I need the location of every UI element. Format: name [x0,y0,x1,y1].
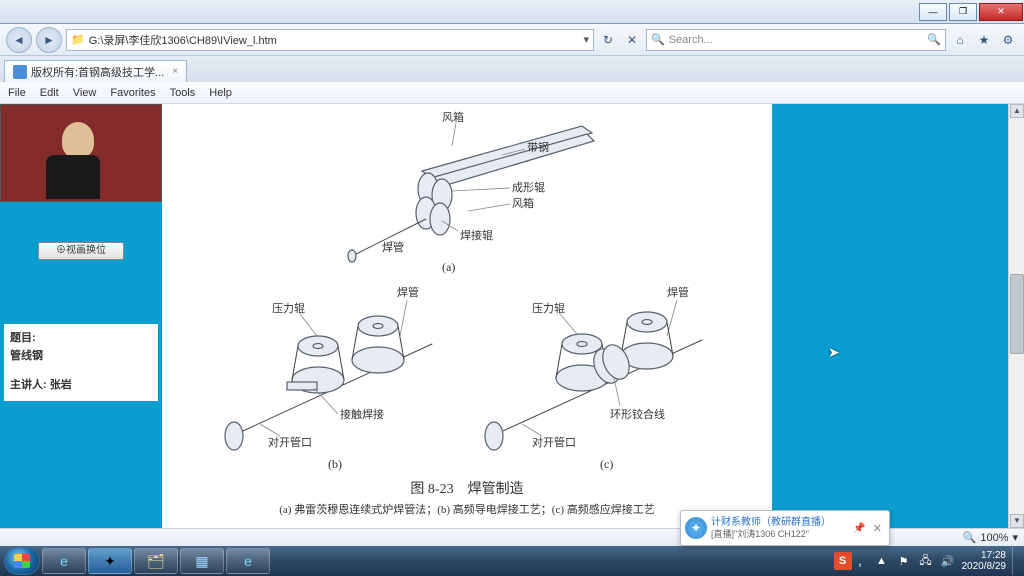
svg-text:图 8-23 焊管制造: 图 8-23 焊管制造 [410,481,523,497]
action-center-icon[interactable]: ⚑ [896,553,912,569]
sidebar: ⊕视画换位 题目: 管线钢 主讲人: 张岩 [0,104,162,528]
menu-bar: File Edit View Favorites Tools Help [0,82,1024,104]
menu-favorites[interactable]: Favorites [110,87,155,99]
scroll-thumb[interactable] [1010,274,1024,354]
document-right-panel [772,104,1008,528]
menu-file[interactable]: File [8,87,26,99]
taskbar-app-2[interactable]: ▦ [180,548,224,574]
notification-pin-icon[interactable]: 📌 [853,523,865,534]
tab-close-button[interactable]: × [172,66,178,77]
svg-text:带钢: 带钢 [527,141,549,154]
svg-text:(a): (a) [442,260,455,274]
taskbar-app-1[interactable]: ✦ [88,548,132,574]
notification-app-icon: ✦ [685,517,707,539]
svg-text:压力辊: 压力辊 [272,301,305,315]
address-input[interactable]: 📁 G:\录屏\李佳欣1306\CH89\IView_l.htm ▾ [66,29,594,51]
home-button[interactable]: ⌂ [950,30,970,50]
volume-icon[interactable]: 🔊 [940,553,956,569]
folder-icon: 📁 [71,33,85,46]
menu-view[interactable]: View [73,87,97,99]
course-info: 题目: 管线钢 主讲人: 张岩 [4,324,158,401]
address-text: G:\录屏\李佳欣1306\CH89\IView_l.htm [89,32,277,48]
minimize-button[interactable]: — [919,3,947,21]
topic-label: 题目: [10,332,36,344]
zoom-icon[interactable]: 🔍 [963,531,977,544]
taskbar: e ✦ 🗂 ▦ e S ， ▲ ⚑ 🖧 🔊 17:28 2020/8/29 [0,546,1024,576]
start-button[interactable] [4,547,40,575]
ie-icon [13,65,27,79]
svg-text:风箱: 风箱 [442,110,464,124]
zoom-level[interactable]: 100% [980,532,1008,544]
menu-edit[interactable]: Edit [40,87,59,99]
speaker-label: 主讲人: [10,379,47,391]
menu-tools[interactable]: Tools [170,87,196,99]
zoom-dropdown-icon[interactable]: ▾ [1012,531,1018,544]
taskbar-explorer[interactable]: 🗂 [134,548,178,574]
tools-button[interactable]: ⚙ [998,30,1018,50]
menu-help[interactable]: Help [209,87,232,99]
network-icon[interactable]: 🖧 [918,553,934,569]
ime-indicator[interactable]: S [834,552,852,570]
svg-text:(c): (c) [600,457,613,471]
search-input[interactable]: 🔍 Search... 🔍 [646,29,946,51]
dropdown-icon[interactable]: ▾ [583,33,589,46]
content-area: ⊕视画换位 题目: 管线钢 主讲人: 张岩 风箱 带钢 [0,104,1024,528]
svg-text:焊接辊: 焊接辊 [460,228,493,242]
figure-diagram: 风箱 带钢 成形辊 风箱 焊接辊 [172,108,762,524]
lecturer-video[interactable] [0,104,162,202]
svg-text:焊管: 焊管 [667,285,689,299]
search-icon: 🔍 [651,33,665,46]
tab-title: 版权所有:首钢高级技工学... [31,64,164,80]
svg-text:(b): (b) [328,457,342,471]
notification-title: 计财系教师（教研群直播） [711,517,849,529]
back-button[interactable]: ◄ [6,27,32,53]
speaker-value: 张岩 [50,379,72,391]
tab-strip: 版权所有:首钢高级技工学... × [0,56,1024,82]
taskbar-clock[interactable]: 17:28 2020/8/29 [962,550,1007,572]
taskbar-ie[interactable]: e [42,548,86,574]
search-go-icon[interactable]: 🔍 [927,33,941,46]
svg-text:对开管口: 对开管口 [268,435,312,449]
tab-active[interactable]: 版权所有:首钢高级技工学... × [4,60,187,82]
svg-text:接触焊接: 接触焊接 [340,407,384,421]
svg-text:成形辊: 成形辊 [512,180,545,194]
search-placeholder: Search... [669,34,713,46]
svg-text:(a) 弗雷茨穆恩连续式炉焊管法；(b) 高频导电焊接工艺；: (a) 弗雷茨穆恩连续式炉焊管法；(b) 高频导电焊接工艺；(c) 高频感应焊接… [279,502,655,516]
svg-text:对开管口: 对开管口 [532,435,576,449]
svg-text:焊管: 焊管 [397,285,419,299]
show-desktop-button[interactable] [1012,547,1020,575]
document-area: 风箱 带钢 成形辊 风箱 焊接辊 [162,104,1024,528]
vertical-scrollbar[interactable]: ▲ ▼ [1008,104,1024,528]
maximize-button[interactable]: ❐ [949,3,977,21]
topic-value: 管线钢 [10,350,43,362]
tray-expand-icon[interactable]: ▲ [874,553,890,569]
document-view[interactable]: 风箱 带钢 成形辊 风箱 焊接辊 [162,104,772,528]
close-button[interactable]: ✕ [979,3,1023,21]
svg-text:风箱: 风箱 [512,196,534,210]
svg-text:环形铰合线: 环形铰合线 [610,407,665,421]
taskbar-ie-2[interactable]: e [226,548,270,574]
scroll-up-button[interactable]: ▲ [1010,104,1024,118]
notification-popup[interactable]: ✦ 计财系教师（教研群直播） [直播]"刘涛1306 CH122" 📌 ✕ [680,510,890,546]
system-tray: S ， ▲ ⚑ 🖧 🔊 17:28 2020/8/29 [834,547,1021,575]
stop-button[interactable]: ✕ [622,30,642,50]
window-titlebar: — ❐ ✕ [0,0,1024,24]
clock-date: 2020/8/29 [962,561,1007,572]
svg-text:压力辊: 压力辊 [532,301,565,315]
favorites-button[interactable]: ★ [974,30,994,50]
scroll-down-button[interactable]: ▼ [1010,514,1024,528]
address-bar-row: ◄ ► 📁 G:\录屏\李佳欣1306\CH89\IView_l.htm ▾ ↻… [0,24,1024,56]
swap-video-button[interactable]: ⊕视画换位 [38,242,124,260]
notification-close-button[interactable]: ✕ [870,522,885,535]
clock-time: 17:28 [962,550,1007,561]
refresh-button[interactable]: ↻ [598,30,618,50]
forward-button[interactable]: ► [36,27,62,53]
notification-subtitle: [直播]"刘涛1306 CH122" [711,529,849,540]
